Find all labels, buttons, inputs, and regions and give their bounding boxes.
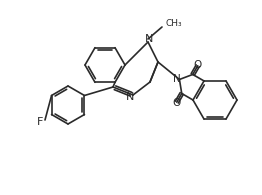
Text: O: O	[194, 60, 202, 70]
Text: CH₃: CH₃	[165, 20, 182, 28]
Text: O: O	[173, 98, 181, 108]
Text: N: N	[145, 34, 153, 44]
Text: F: F	[37, 117, 43, 127]
Text: N: N	[173, 74, 180, 84]
Text: N: N	[126, 92, 134, 102]
